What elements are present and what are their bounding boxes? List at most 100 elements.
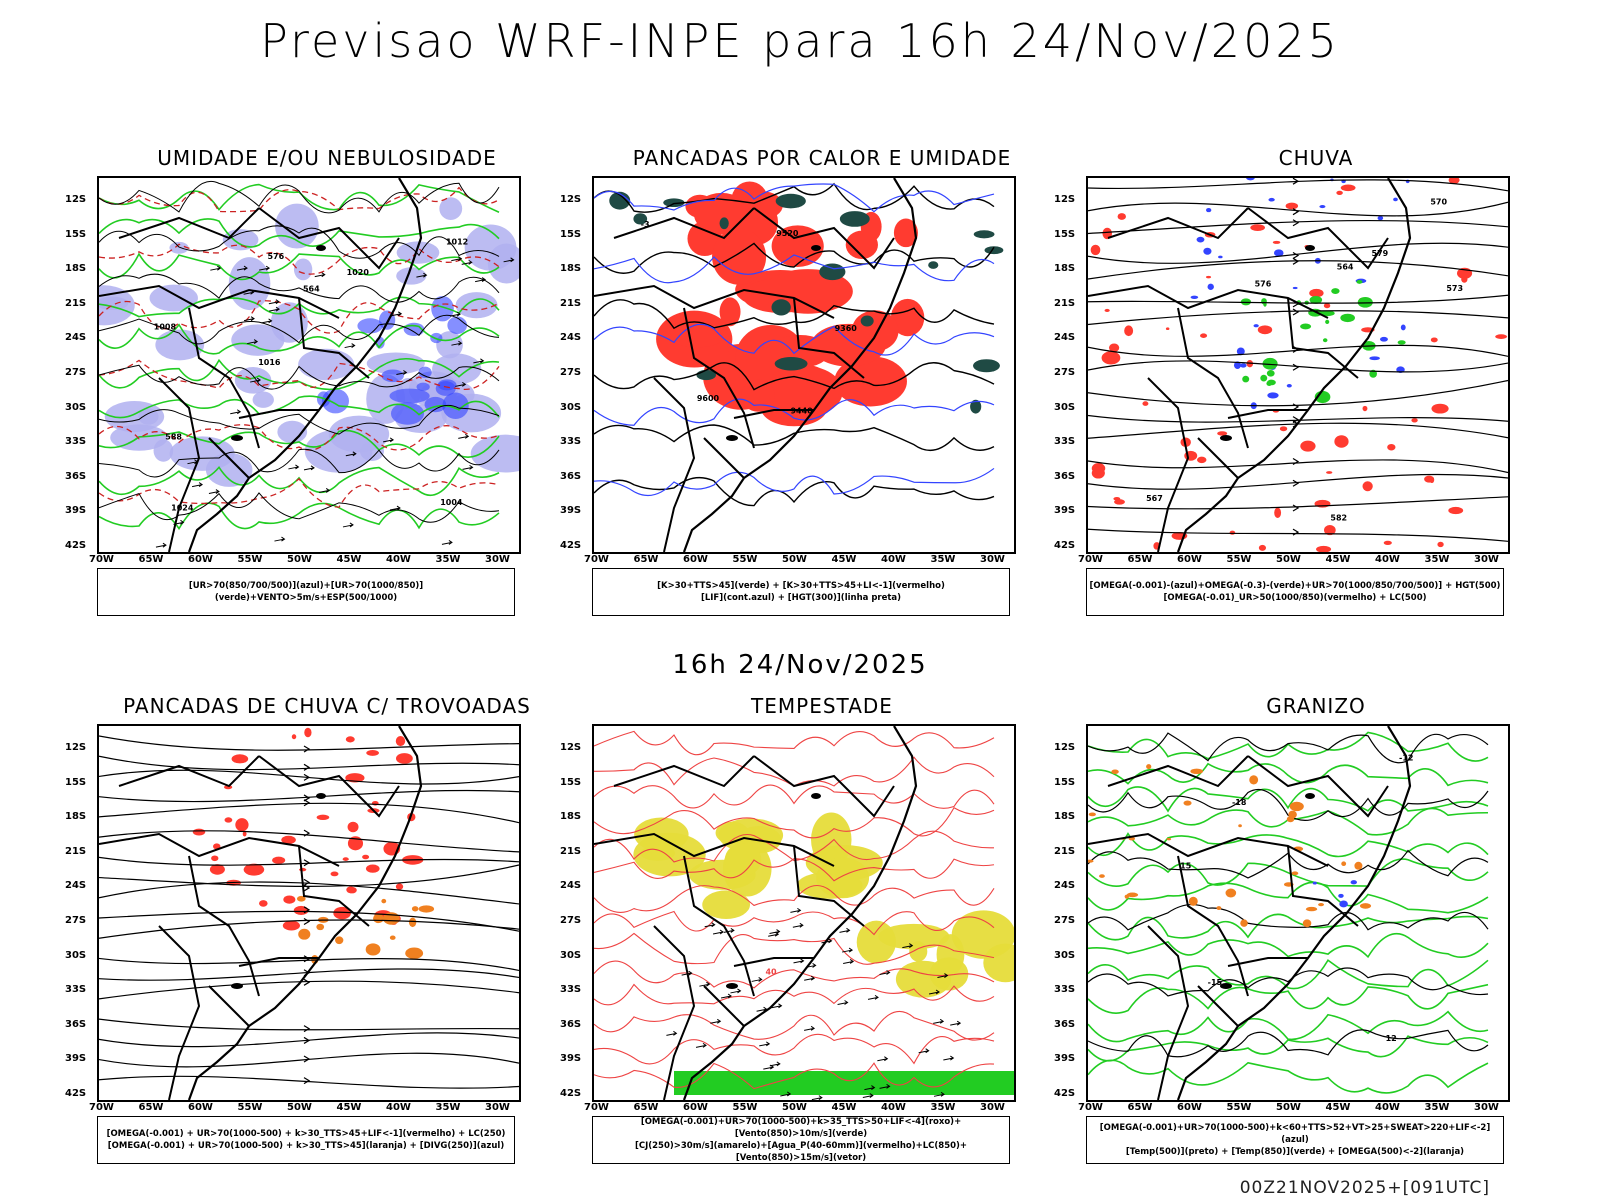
field-blob: [1309, 288, 1324, 298]
field-blob: [1312, 881, 1317, 885]
lat-tick-label: 30S: [65, 401, 87, 413]
field-blob: [1291, 871, 1299, 876]
field-blob: [1200, 333, 1208, 338]
field-blob: [1088, 859, 1094, 863]
lat-tick-label: 30S: [560, 949, 582, 961]
lon-tick-label: 40W: [881, 554, 906, 565]
lon-tick-label: 40W: [386, 1102, 411, 1113]
panel-umidade[interactable]: UMIDADE E/OU NEBULOSIDADE 1004 1008 1012 101…: [65, 146, 537, 646]
border-line: [188, 855, 260, 997]
wind-vector: [250, 377, 262, 383]
border-line: [683, 307, 755, 449]
field-blob: [389, 388, 430, 404]
field-blob: [365, 864, 380, 873]
contour-label: 582: [1330, 514, 1347, 523]
lat-tick-label: 24S: [65, 332, 87, 344]
lat-tick-label: 39S: [560, 1053, 582, 1065]
streamline-arrow: [1292, 178, 1300, 185]
contour-line: [99, 364, 500, 390]
legend-line: [CJ(250)>30m/s](amarelo)+[Agua_P(40-60mm…: [634, 1141, 968, 1163]
field-blob: [1207, 283, 1214, 290]
field-blob: [365, 943, 381, 956]
lat-tick-label: 36S: [1054, 470, 1076, 482]
lat-tick-label: 24S: [1054, 880, 1076, 892]
lat-tick-label: 18S: [560, 811, 582, 823]
map-frame[interactable]: 1004 1008 1012 1016 1020 1024 576 564 588: [97, 176, 521, 554]
map-canvas[interactable]: 582 576 573 570 567 564 579: [1088, 178, 1508, 552]
field-blob: [1326, 471, 1333, 474]
map-frame[interactable]: -12 -15 -18 12 15: [1086, 724, 1510, 1102]
field-blob: [1285, 202, 1299, 210]
field-blob: [1124, 325, 1134, 337]
map-frame[interactable]: 9600 9520 9440 9360 -3: [592, 176, 1016, 554]
panel-tempestade[interactable]: TEMPESTADE 40 12S 15S 18S 21S 24S 27S 30S 33S 36S 3…: [560, 694, 1032, 1194]
contour-line: [99, 243, 500, 275]
panel-pancadas-trovoadas[interactable]: PANCADAS DE CHUVA C/ TROVOADAS 12S 15S 18S 2…: [65, 694, 537, 1194]
field-blob: [984, 246, 1004, 255]
wind-vector: [243, 316, 255, 322]
streamline: [99, 1032, 519, 1048]
coastline: [187, 178, 423, 552]
wind-vector: [261, 318, 273, 324]
field-blob: [149, 284, 198, 312]
field-blob: [1274, 249, 1284, 257]
map-canvas[interactable]: [99, 726, 519, 1100]
contour-line: [1088, 1010, 1489, 1043]
legend-line: [OMEGA(-0.01)_UR>50(1000/850)(vermelho) …: [1163, 593, 1427, 603]
map-canvas[interactable]: 1004 1008 1012 1016 1020 1024 576 564 588: [99, 178, 519, 552]
wind-vector: [839, 927, 851, 933]
lon-tick-label: 45W: [1325, 1102, 1351, 1113]
wind-vector: [862, 1093, 874, 1099]
streamline-arrow: [1292, 308, 1300, 316]
panel-granizo[interactable]: GRANIZO -12 -15 -18 12 15 12S 15S 18S 21S 24S 27S 30…: [1054, 694, 1526, 1194]
field-blob: [893, 218, 918, 248]
wind-vector: [918, 1048, 930, 1054]
lat-tick-label: 24S: [560, 880, 582, 892]
legend-line: [K>30+TTS>45](verde) + [K>30+TTS>45+LI<-…: [657, 581, 945, 591]
wind-vector: [342, 522, 354, 528]
field-blob: [1387, 443, 1396, 451]
border-line: [238, 957, 319, 967]
streamline-arrow: [303, 859, 311, 867]
streamline-arrow: [1292, 528, 1300, 536]
lat-tick-label: 42S: [65, 1088, 87, 1099]
map-frame[interactable]: [97, 724, 521, 1102]
field-blob: [281, 835, 296, 845]
map-frame[interactable]: 582 576 573 570 567 564 579: [1086, 176, 1510, 554]
field-blob: [1320, 310, 1335, 317]
lat-tick-label: 12S: [65, 742, 87, 753]
contour-line: [594, 467, 995, 497]
panel-pancadas-calor[interactable]: PANCADAS POR CALOR E UMIDADE 9600 9520 9440…: [560, 146, 1032, 646]
field-blob: [1300, 440, 1316, 452]
border-line: [613, 207, 755, 240]
wind-vector: [902, 943, 914, 949]
wind-vector: [769, 929, 781, 935]
field-blob: [856, 920, 896, 964]
contour-label: 9440: [790, 407, 813, 416]
contour-label: 1020: [347, 268, 370, 277]
lon-tick-label: 65W: [138, 1102, 164, 1113]
lat-tick-label: 42S: [65, 540, 87, 551]
lon-tick-label: 50W: [1276, 1102, 1301, 1113]
contour-label: 567: [1146, 494, 1163, 503]
wind-vector: [723, 927, 735, 933]
contour-line: [1088, 903, 1489, 931]
border-line: [258, 207, 400, 270]
wind-vector: [933, 1091, 945, 1097]
map-canvas[interactable]: 40: [594, 726, 1014, 1100]
wind-vector: [268, 306, 280, 312]
lon-tick-label: 35W: [435, 554, 461, 565]
field-blob: [928, 261, 939, 269]
border-line: [99, 832, 340, 867]
map-frame[interactable]: 40: [592, 724, 1016, 1102]
border-line: [613, 755, 755, 788]
contour-label: 1016: [258, 358, 281, 367]
field-blob: [470, 434, 519, 473]
wind-vector: [771, 1003, 783, 1009]
field-blob: [439, 197, 463, 220]
panel-chuva[interactable]: CHUVA 582 576 573 570 567 564 579 12S 15S 18S 21S 24…: [1054, 146, 1526, 646]
border-line: [208, 437, 250, 479]
streamline-arrow: [1292, 363, 1300, 371]
